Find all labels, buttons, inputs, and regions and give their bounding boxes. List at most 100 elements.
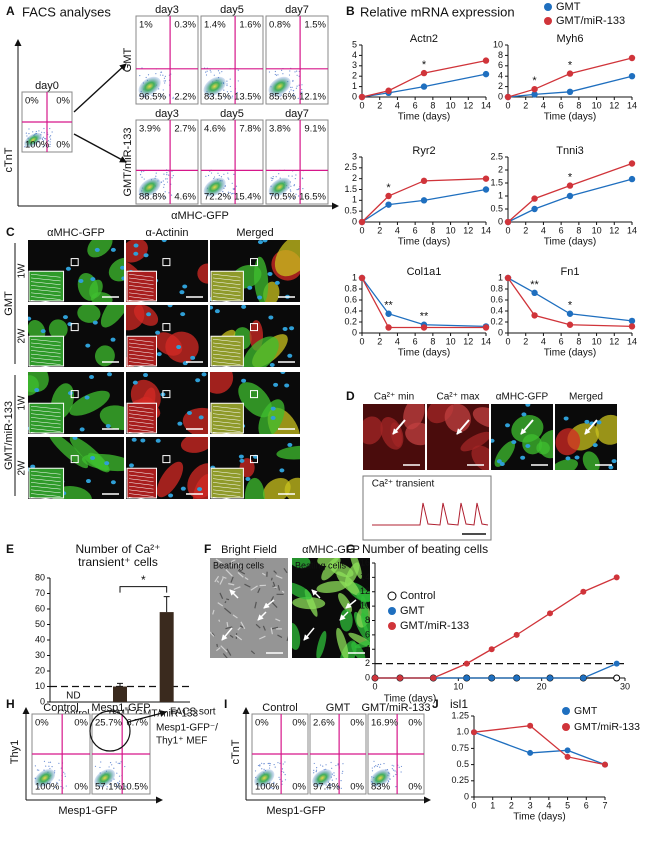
quadrant-percent: 0.8% — [269, 20, 291, 31]
event-dot — [210, 71, 212, 73]
x-tick-label: 12 — [609, 225, 619, 235]
data-point — [397, 675, 403, 681]
event-dot — [380, 763, 382, 765]
striation — [128, 361, 154, 365]
nucleus — [282, 326, 288, 331]
event-dot — [117, 783, 119, 785]
event-dot — [273, 781, 275, 783]
cell — [284, 477, 300, 499]
event-dot — [292, 79, 294, 82]
cell — [329, 562, 354, 578]
inset — [210, 467, 244, 499]
data-point — [531, 289, 538, 297]
y-tick-label: 20 — [35, 665, 45, 675]
nucleus — [155, 330, 161, 335]
event-dot — [373, 766, 376, 768]
event-dot — [117, 762, 119, 764]
quadrant-percent: 3.9% — [139, 124, 161, 135]
event-dot — [43, 127, 45, 130]
x-tick-label: 2 — [377, 336, 382, 346]
event-dot — [51, 766, 53, 768]
nucleus — [238, 454, 244, 459]
event-dot — [155, 175, 157, 177]
x-tick-label: 10 — [592, 225, 602, 235]
event-dot — [164, 80, 167, 82]
cell — [316, 580, 348, 593]
event-dot — [394, 770, 396, 772]
texture — [233, 586, 241, 590]
nucleus — [110, 337, 116, 342]
cell — [253, 256, 269, 302]
quadrant-percent: 0% — [74, 782, 88, 793]
data-point — [482, 175, 490, 182]
cell-population — [94, 769, 116, 787]
nucleus — [92, 320, 98, 325]
data-point — [488, 646, 495, 653]
nucleus — [257, 295, 263, 300]
legend-label: GMT/miR-133 — [556, 15, 625, 27]
quadrant-percent: 0% — [255, 718, 269, 729]
striation — [128, 285, 154, 289]
event-dot — [280, 94, 282, 96]
y-tick-label: 1.0 — [456, 727, 469, 737]
facs-header: Control — [262, 702, 297, 714]
event-dot — [278, 173, 280, 175]
event-dot — [49, 145, 51, 148]
event-dot — [213, 177, 215, 180]
texture — [222, 576, 227, 579]
y-tick-label: 2.5 — [490, 151, 503, 161]
striation — [30, 497, 51, 499]
quadrant-percent: 100% — [35, 782, 60, 793]
data-point — [420, 324, 428, 331]
quadrant-percent: 85.6% — [269, 92, 296, 103]
event-dot — [325, 784, 327, 786]
event-dot — [49, 136, 51, 138]
nucleus — [110, 247, 116, 252]
data-point — [513, 675, 520, 681]
data-point — [463, 675, 470, 681]
event-dot — [292, 197, 295, 199]
event-dot — [231, 95, 234, 97]
event-dot — [233, 192, 235, 195]
y-axis-label: cTnT — [3, 147, 15, 172]
event-dot — [164, 191, 166, 193]
quadrant-percent: 0% — [350, 782, 364, 793]
data-point — [531, 205, 538, 213]
striation — [212, 474, 241, 479]
chart-title: Ryr2 — [412, 145, 435, 157]
event-dot — [329, 784, 331, 786]
cell — [77, 305, 101, 323]
event-dot — [330, 784, 332, 786]
y-tick-label: 0 — [352, 327, 357, 337]
event-dot — [145, 97, 147, 99]
event-dot — [295, 193, 297, 195]
legend-marker — [562, 723, 570, 731]
micrograph — [126, 305, 208, 367]
series-line — [507, 178, 633, 223]
event-dot — [58, 779, 60, 781]
event-dot — [230, 90, 232, 93]
event-dot — [236, 91, 238, 94]
nucleus — [565, 456, 571, 461]
event-dot — [25, 132, 27, 134]
event-dot — [229, 192, 231, 194]
event-dot — [44, 138, 47, 140]
striation — [30, 482, 61, 486]
event-dot — [295, 87, 298, 89]
panel-label: J — [432, 697, 439, 711]
event-dot — [335, 778, 337, 780]
event-dot — [290, 190, 292, 192]
nucleus — [267, 271, 273, 276]
event-dot — [49, 141, 51, 143]
event-dot — [206, 70, 208, 72]
event-dot — [213, 74, 215, 76]
event-dot — [60, 785, 62, 788]
x-tick-label: 12 — [463, 100, 473, 110]
y-tick-label: 0 — [40, 696, 45, 706]
nucleus — [245, 476, 251, 481]
roi — [162, 258, 171, 267]
nucleus — [133, 251, 139, 256]
nucleus — [128, 463, 134, 468]
nucleus — [197, 487, 203, 492]
data-point — [504, 274, 512, 282]
